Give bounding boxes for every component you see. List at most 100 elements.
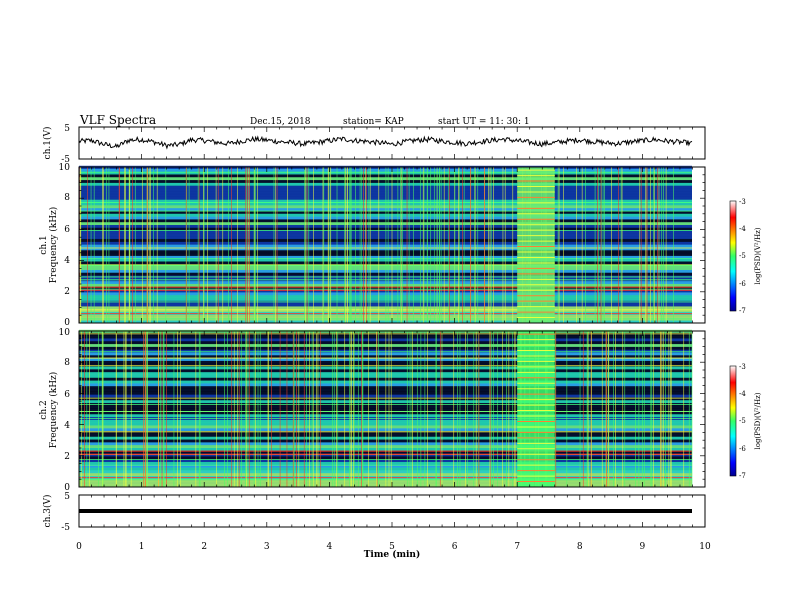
x-axis-label: Time (min) — [364, 549, 421, 560]
ch1-spec-band — [79, 235, 692, 240]
ch1-spec-band — [79, 205, 692, 209]
ch3-waveform-panel: 5 -5 ch.3(V) — [42, 492, 706, 533]
ch1-spec-band — [79, 280, 692, 284]
ch1-spec-band — [79, 306, 692, 310]
ch1-spectrogram-panel: 0 2 4 6 8 10 ch.1 Frequency (kHz) -3 -4 … — [39, 163, 762, 328]
ch1-spec-band — [79, 193, 692, 197]
ch1-spec-band — [79, 292, 692, 296]
ch1-spec-band — [79, 297, 692, 301]
figure-title: VLF Spectra — [79, 113, 156, 127]
ch2-cbar-tick-m3: -3 — [739, 363, 746, 371]
ch1-spec-band — [79, 289, 692, 293]
ch1-spec-band — [79, 210, 692, 214]
ch3-ytick-top: 5 — [64, 492, 70, 502]
ch2-ytick-2: 2 — [64, 452, 70, 462]
ch2-spectrogram-image — [79, 329, 693, 488]
ch1-spec-band — [79, 286, 692, 290]
station-label: station= KAP — [343, 117, 404, 127]
ch1-cbar-tick-m6: -6 — [739, 280, 746, 288]
ch2-ytick-8: 8 — [64, 358, 70, 368]
ch1-cbar-tick-m5: -5 — [739, 252, 746, 260]
ch1-spec-band — [79, 199, 692, 203]
ch1-spec-band — [79, 241, 692, 245]
xtick-2: 2 — [201, 542, 207, 552]
ch1-spec-band — [79, 168, 692, 172]
ch1-trace — [78, 135, 693, 150]
ch1-spec-ylabel-top: ch.1 — [39, 235, 49, 254]
ch2-spec-ylabel: Frequency (kHz) — [48, 372, 59, 449]
ch2-cbar-tick-m6: -6 — [739, 445, 746, 453]
ch2-spectrogram-panel: 0 2 4 6 8 10 ch.2 Frequency (kHz) -3 -4 … — [39, 328, 762, 493]
ch3-ylabel: ch.3(V) — [42, 495, 53, 528]
ch2-spec-burst — [517, 331, 555, 487]
ch1-ytick-2: 2 — [64, 287, 70, 297]
xtick-10: 10 — [699, 542, 711, 552]
ch1-spec-band — [79, 320, 692, 324]
ch1-spec-band — [79, 224, 692, 228]
ch1-spec-band — [79, 202, 692, 206]
date-label: Dec.15, 2018 — [250, 117, 311, 127]
ch1-cbar-label: log(PSD)(V²/Hz) — [754, 227, 762, 284]
ch2-cbar-tick-m4: -4 — [739, 390, 746, 398]
ch1-spec-band — [79, 176, 692, 181]
ch1-spec-band — [79, 171, 692, 175]
ch1-ytick-8: 8 — [64, 193, 70, 203]
ch1-spec-band — [79, 269, 692, 273]
ch1-spec-band — [79, 185, 692, 189]
x-axis: 0 1 2 3 4 5 6 7 8 9 10 Time (min) — [76, 542, 711, 560]
xtick-3: 3 — [264, 542, 270, 552]
ch1-spec-band — [79, 258, 692, 262]
ch2-ytick-0: 0 — [64, 483, 70, 493]
ch1-waveform-panel: 5 -5 ch.1(V) — [42, 124, 706, 165]
ch1-spec-band — [79, 252, 692, 256]
ch1-spec-band — [79, 207, 692, 211]
ch1-spec-band — [79, 233, 692, 237]
ch2-cbar-tick-m7: -7 — [739, 472, 746, 480]
ch1-spec-band — [79, 238, 692, 242]
ch1-ytick-0: 0 — [64, 318, 70, 328]
ch1-spec-band — [79, 261, 692, 265]
xtick-5: 5 — [389, 542, 395, 552]
ch1-ytick-bottom: -5 — [61, 155, 70, 165]
xtick-8: 8 — [577, 542, 583, 552]
xtick-6: 6 — [452, 542, 458, 552]
ch1-spec-band — [79, 272, 692, 276]
ch1-spec-band — [79, 294, 692, 299]
ch1-spec-band — [79, 188, 692, 192]
ch2-ytick-4: 4 — [64, 421, 70, 431]
xtick-4: 4 — [327, 542, 333, 552]
ch1-spectrogram-image — [79, 165, 692, 324]
ch1-spec-band — [79, 266, 692, 270]
ch1-ytick-10: 10 — [59, 163, 71, 173]
xtick-7: 7 — [514, 542, 520, 552]
ch1-spec-band — [79, 249, 692, 254]
ch1-spec-band — [79, 308, 692, 313]
xtick-9: 9 — [640, 542, 646, 552]
ch1-spec-band — [79, 219, 692, 223]
ch1-ytick-4: 4 — [64, 256, 70, 266]
ch1-spec-band — [79, 182, 692, 186]
ch1-spec-band — [79, 191, 692, 195]
ch1-spec-band — [79, 244, 692, 248]
ch1-colorbar — [729, 200, 737, 312]
ch1-spec-band — [79, 221, 692, 226]
ch1-spec-band — [79, 174, 692, 178]
ch1-spec-burst — [517, 167, 555, 323]
ch2-cbar-tick-m5: -5 — [739, 417, 746, 425]
start-time-label: start UT = 11: 30: 1 — [438, 117, 530, 127]
xtick-1: 1 — [139, 542, 145, 552]
ch1-ylabel: ch.1(V) — [42, 127, 53, 160]
ch2-ytick-6: 6 — [64, 390, 70, 400]
ch1-cbar-tick-m3: -3 — [739, 198, 746, 206]
ch1-spec-band — [79, 179, 692, 183]
ch1-cbar-tick-m4: -4 — [739, 225, 746, 233]
ch1-spec-band — [79, 216, 692, 220]
ch1-ytick-top: 5 — [64, 124, 70, 134]
ch1-spec-band — [79, 255, 692, 259]
ch1-spec-band — [79, 283, 692, 287]
ch1-ytick-6: 6 — [64, 225, 70, 235]
ch1-spec-band — [79, 227, 692, 231]
xtick-0: 0 — [76, 542, 82, 552]
axis-ticks — [78, 127, 706, 527]
